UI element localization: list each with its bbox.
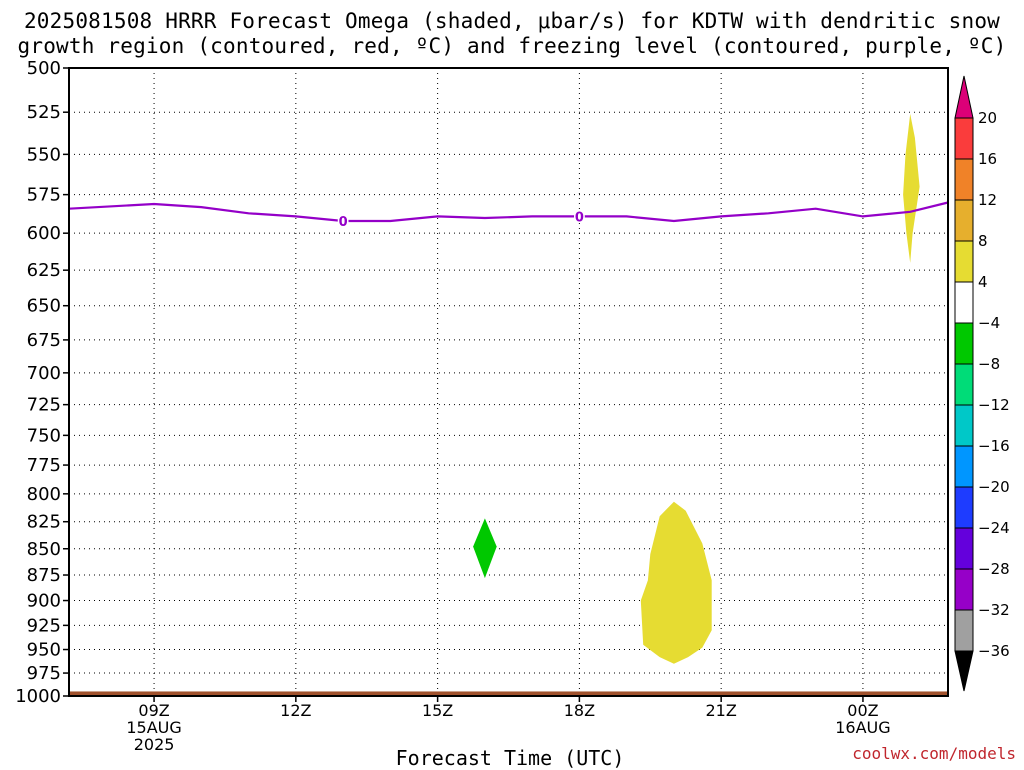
y-tick-label: 500: [27, 58, 61, 79]
x-tick-label: 12Z: [280, 701, 311, 720]
colorbar-swatch: [954, 240, 974, 283]
y-tick-label: 525: [27, 102, 61, 123]
source-credit: coolwx.com/models: [852, 744, 1016, 763]
y-tick-label: 775: [27, 455, 61, 476]
y-tick-label: 850: [27, 539, 61, 560]
x-tick-label: 21Z: [705, 701, 736, 720]
y-tick-label: 800: [27, 484, 61, 505]
colorbar-swatch: [954, 445, 974, 488]
colorbar-label: −32: [978, 601, 1010, 619]
colorbar-label: −12: [978, 396, 1010, 414]
freezing-level-label: 0: [339, 215, 348, 230]
y-tick-label: 675: [27, 330, 61, 351]
colorbar-label: −28: [978, 560, 1010, 578]
chart-title-line-1: 2025081508 HRRR Forecast Omega (shaded, …: [23, 9, 1001, 33]
freezing-level-label: 0: [575, 210, 584, 225]
colorbar-extend-high: [954, 75, 974, 119]
y-tick-label: 925: [27, 615, 61, 636]
y-tick-label: 750: [27, 425, 61, 446]
colorbar-label: 20: [978, 109, 997, 127]
colorbar-label: −36: [978, 642, 1010, 660]
x-tick-label: 09Z: [138, 701, 169, 720]
colorbar-swatch: [954, 568, 974, 611]
colorbar-label: −24: [978, 519, 1010, 537]
x-tick-label: 15AUG: [126, 718, 181, 737]
y-tick-label: 550: [27, 144, 61, 165]
y-tick-label: 950: [27, 640, 61, 661]
y-tick-label: 900: [27, 591, 61, 612]
colorbar: −36 −32 −28 −24 −20 −16 −12 −8 −4 4 8 12 16 20: [954, 75, 1010, 692]
colorbar-swatch: [954, 609, 974, 652]
y-tick-label: 875: [27, 565, 61, 586]
colorbar-label: −16: [978, 437, 1010, 455]
x-tick-label: 15Z: [422, 701, 453, 720]
colorbar-label: 16: [978, 150, 997, 168]
colorbar-swatch: [954, 199, 974, 242]
y-tick-label: 600: [27, 223, 61, 244]
y-axis: 500 525 550 575 600 625 650 675 700 725 750 775 800 8…: [15, 58, 69, 707]
colorbar-label: −4: [978, 314, 1000, 332]
y-tick-label: 625: [27, 260, 61, 281]
freezing-level-contour: [68, 201, 949, 223]
colorbar-extend-low: [954, 650, 974, 692]
colorbar-swatch: [954, 281, 974, 324]
x-tick-label: 2025: [134, 735, 175, 754]
plot-frame: [68, 67, 949, 697]
y-tick-label: 825: [27, 512, 61, 533]
colorbar-label: −8: [978, 355, 1000, 373]
colorbar-label: 4: [978, 273, 988, 291]
y-tick-label: 700: [27, 363, 61, 384]
colorbar-label: 12: [978, 191, 997, 209]
x-axis-label: Forecast Time (UTC): [395, 746, 625, 770]
ground-strip: [69, 691, 948, 696]
x-tick-label: 16AUG: [835, 718, 890, 737]
colorbar-swatch: [954, 322, 974, 365]
omega-shaded-region: [473, 518, 497, 579]
y-tick-label: 575: [27, 185, 61, 206]
colorbar-swatch: [954, 486, 974, 529]
y-tick-label: 725: [27, 395, 61, 416]
colorbar-swatch: [954, 158, 974, 201]
colorbar-swatch: [954, 527, 974, 570]
omega-shaded-region: [640, 501, 712, 664]
colorbar-label: 8: [978, 232, 988, 250]
chart-title-line-2: growth region (contoured, red, ºC) and f…: [17, 34, 1007, 58]
y-tick-label: 1000: [15, 686, 61, 707]
y-tick-label: 975: [27, 663, 61, 684]
colorbar-swatch: [954, 117, 974, 160]
omega-shaded-region: [903, 113, 920, 263]
x-tick-label: 00Z: [847, 701, 878, 720]
y-tick-label: 650: [27, 296, 61, 317]
x-tick-label: 18Z: [564, 701, 595, 720]
colorbar-label: −20: [978, 478, 1010, 496]
colorbar-swatch: [954, 363, 974, 406]
colorbar-swatch: [954, 404, 974, 447]
